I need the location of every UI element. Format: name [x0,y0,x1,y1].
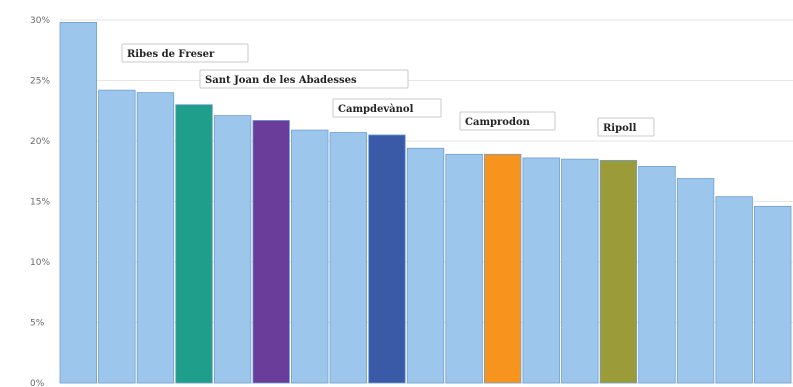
callout-label: Sant Joan de les Abadesses [199,69,409,89]
bar [561,158,599,384]
callout-text: Ribes de Freser [127,49,215,60]
callout-box [597,117,655,137]
y-tick-label: 20% [30,137,50,147]
y-tick-label: 15% [30,198,50,208]
callout-text: Camprodon [465,117,531,128]
callout-text: Campdevànol [338,104,414,115]
bar [754,205,792,384]
callout-text: Sant Joan de les Abadesses [205,75,357,86]
callout-box [332,98,442,118]
bar [445,153,483,384]
bar [483,153,522,384]
bar [136,92,175,384]
callout-label: Campdevànol [332,98,442,118]
bar [252,120,290,384]
bar [175,104,213,384]
callout-label: Camprodon [459,111,556,131]
callout-text: Ripoll [603,123,637,134]
callout-box [199,69,409,89]
bar [599,159,638,384]
y-tick-label: 25% [30,77,50,87]
y-tick-label: 10% [30,258,50,268]
y-axis-tick-labels: 0% 5% 10% 15% 20% 25% 30% [30,16,50,387]
bar [98,89,136,384]
bar [715,196,753,384]
bar [329,132,368,384]
callout-label: Ribes de Freser [121,43,249,63]
bars [59,22,792,384]
callout-labels: Ribes de Freser Sant Joan de les Abadesse… [121,43,655,137]
bar [676,178,715,384]
bar [406,147,445,384]
bar [522,157,560,384]
y-tick-label: 0% [30,379,45,387]
bar [368,134,406,384]
callout-label: Ripoll [597,117,655,137]
bar [59,22,97,384]
bar [291,129,329,384]
callout-box [459,111,556,131]
callout-box [121,43,249,63]
bar [638,166,676,384]
y-tick-label: 5% [30,319,45,329]
bar [213,115,252,384]
y-tick-label: 30% [30,16,50,26]
